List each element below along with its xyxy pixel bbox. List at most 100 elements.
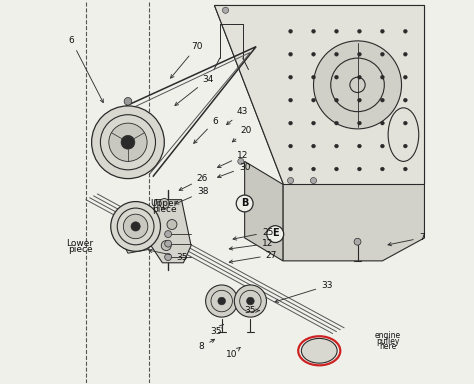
Circle shape xyxy=(289,52,292,56)
Circle shape xyxy=(381,30,384,33)
Circle shape xyxy=(123,214,148,239)
Circle shape xyxy=(131,222,140,231)
Circle shape xyxy=(310,177,317,184)
Polygon shape xyxy=(151,200,191,263)
Circle shape xyxy=(289,75,292,79)
Text: piece: piece xyxy=(152,205,177,214)
Text: 35: 35 xyxy=(245,306,259,315)
Text: here: here xyxy=(380,343,397,351)
Circle shape xyxy=(357,30,361,33)
Text: 70: 70 xyxy=(171,42,202,78)
Circle shape xyxy=(357,52,361,56)
Circle shape xyxy=(313,41,401,129)
Text: 35: 35 xyxy=(210,324,223,336)
Circle shape xyxy=(335,121,338,125)
Text: engine: engine xyxy=(375,331,401,340)
Circle shape xyxy=(164,231,172,238)
Circle shape xyxy=(311,52,315,56)
Circle shape xyxy=(311,121,315,125)
Polygon shape xyxy=(214,5,425,184)
Ellipse shape xyxy=(301,338,337,363)
Circle shape xyxy=(335,167,338,171)
Circle shape xyxy=(381,52,384,56)
Circle shape xyxy=(161,241,171,250)
Circle shape xyxy=(403,121,407,125)
Text: B: B xyxy=(241,198,249,208)
Circle shape xyxy=(91,106,164,179)
Circle shape xyxy=(167,220,177,230)
Circle shape xyxy=(222,7,228,13)
Text: 20: 20 xyxy=(232,126,252,142)
Circle shape xyxy=(311,30,315,33)
Text: 30: 30 xyxy=(218,163,250,178)
Circle shape xyxy=(403,167,407,171)
Text: 38: 38 xyxy=(175,187,209,204)
Circle shape xyxy=(335,52,338,56)
Circle shape xyxy=(357,144,361,148)
Text: 34: 34 xyxy=(175,74,214,106)
Circle shape xyxy=(403,98,407,102)
Circle shape xyxy=(288,177,293,184)
Text: piece: piece xyxy=(68,245,92,254)
Text: 43: 43 xyxy=(227,107,248,124)
Circle shape xyxy=(311,75,315,79)
Circle shape xyxy=(289,98,292,102)
Circle shape xyxy=(164,253,172,260)
Text: 26: 26 xyxy=(179,174,208,190)
Circle shape xyxy=(111,202,161,251)
Circle shape xyxy=(357,98,361,102)
Circle shape xyxy=(289,167,292,171)
Circle shape xyxy=(267,226,283,243)
Circle shape xyxy=(218,297,226,305)
Circle shape xyxy=(109,123,147,161)
Circle shape xyxy=(311,167,315,171)
Circle shape xyxy=(289,121,292,125)
Circle shape xyxy=(124,98,132,105)
Circle shape xyxy=(403,144,407,148)
Text: 33: 33 xyxy=(275,281,333,303)
Circle shape xyxy=(121,136,135,149)
Text: 12: 12 xyxy=(218,151,248,167)
Circle shape xyxy=(381,75,384,79)
Circle shape xyxy=(335,144,338,148)
Circle shape xyxy=(164,240,172,247)
Text: 12: 12 xyxy=(229,239,273,250)
Text: 25: 25 xyxy=(233,228,273,240)
Circle shape xyxy=(403,52,407,56)
Circle shape xyxy=(311,144,315,148)
Text: 8: 8 xyxy=(199,339,215,351)
Text: E: E xyxy=(273,228,279,238)
Circle shape xyxy=(159,199,169,209)
Polygon shape xyxy=(124,238,149,253)
Circle shape xyxy=(335,75,338,79)
Text: Lower: Lower xyxy=(66,239,94,248)
Text: 6: 6 xyxy=(69,36,103,103)
Circle shape xyxy=(357,75,361,79)
Circle shape xyxy=(236,195,253,212)
Circle shape xyxy=(289,30,292,33)
Circle shape xyxy=(311,98,315,102)
Text: 6: 6 xyxy=(194,117,218,143)
Text: pulley: pulley xyxy=(376,337,400,346)
Circle shape xyxy=(335,98,338,102)
Circle shape xyxy=(403,30,407,33)
Text: 7: 7 xyxy=(388,233,425,246)
Polygon shape xyxy=(283,184,425,261)
Circle shape xyxy=(289,144,292,148)
Polygon shape xyxy=(214,5,425,184)
Circle shape xyxy=(381,167,384,171)
Text: Upper: Upper xyxy=(151,199,178,208)
Text: 35: 35 xyxy=(149,249,187,262)
Circle shape xyxy=(357,121,361,125)
Circle shape xyxy=(354,238,361,245)
Text: 10: 10 xyxy=(226,348,240,359)
Circle shape xyxy=(381,121,384,125)
Circle shape xyxy=(246,297,254,305)
Circle shape xyxy=(381,144,384,148)
Circle shape xyxy=(381,98,384,102)
Circle shape xyxy=(238,158,244,164)
Circle shape xyxy=(403,75,407,79)
Circle shape xyxy=(206,285,238,317)
Text: 27: 27 xyxy=(229,251,277,263)
Polygon shape xyxy=(245,161,283,261)
